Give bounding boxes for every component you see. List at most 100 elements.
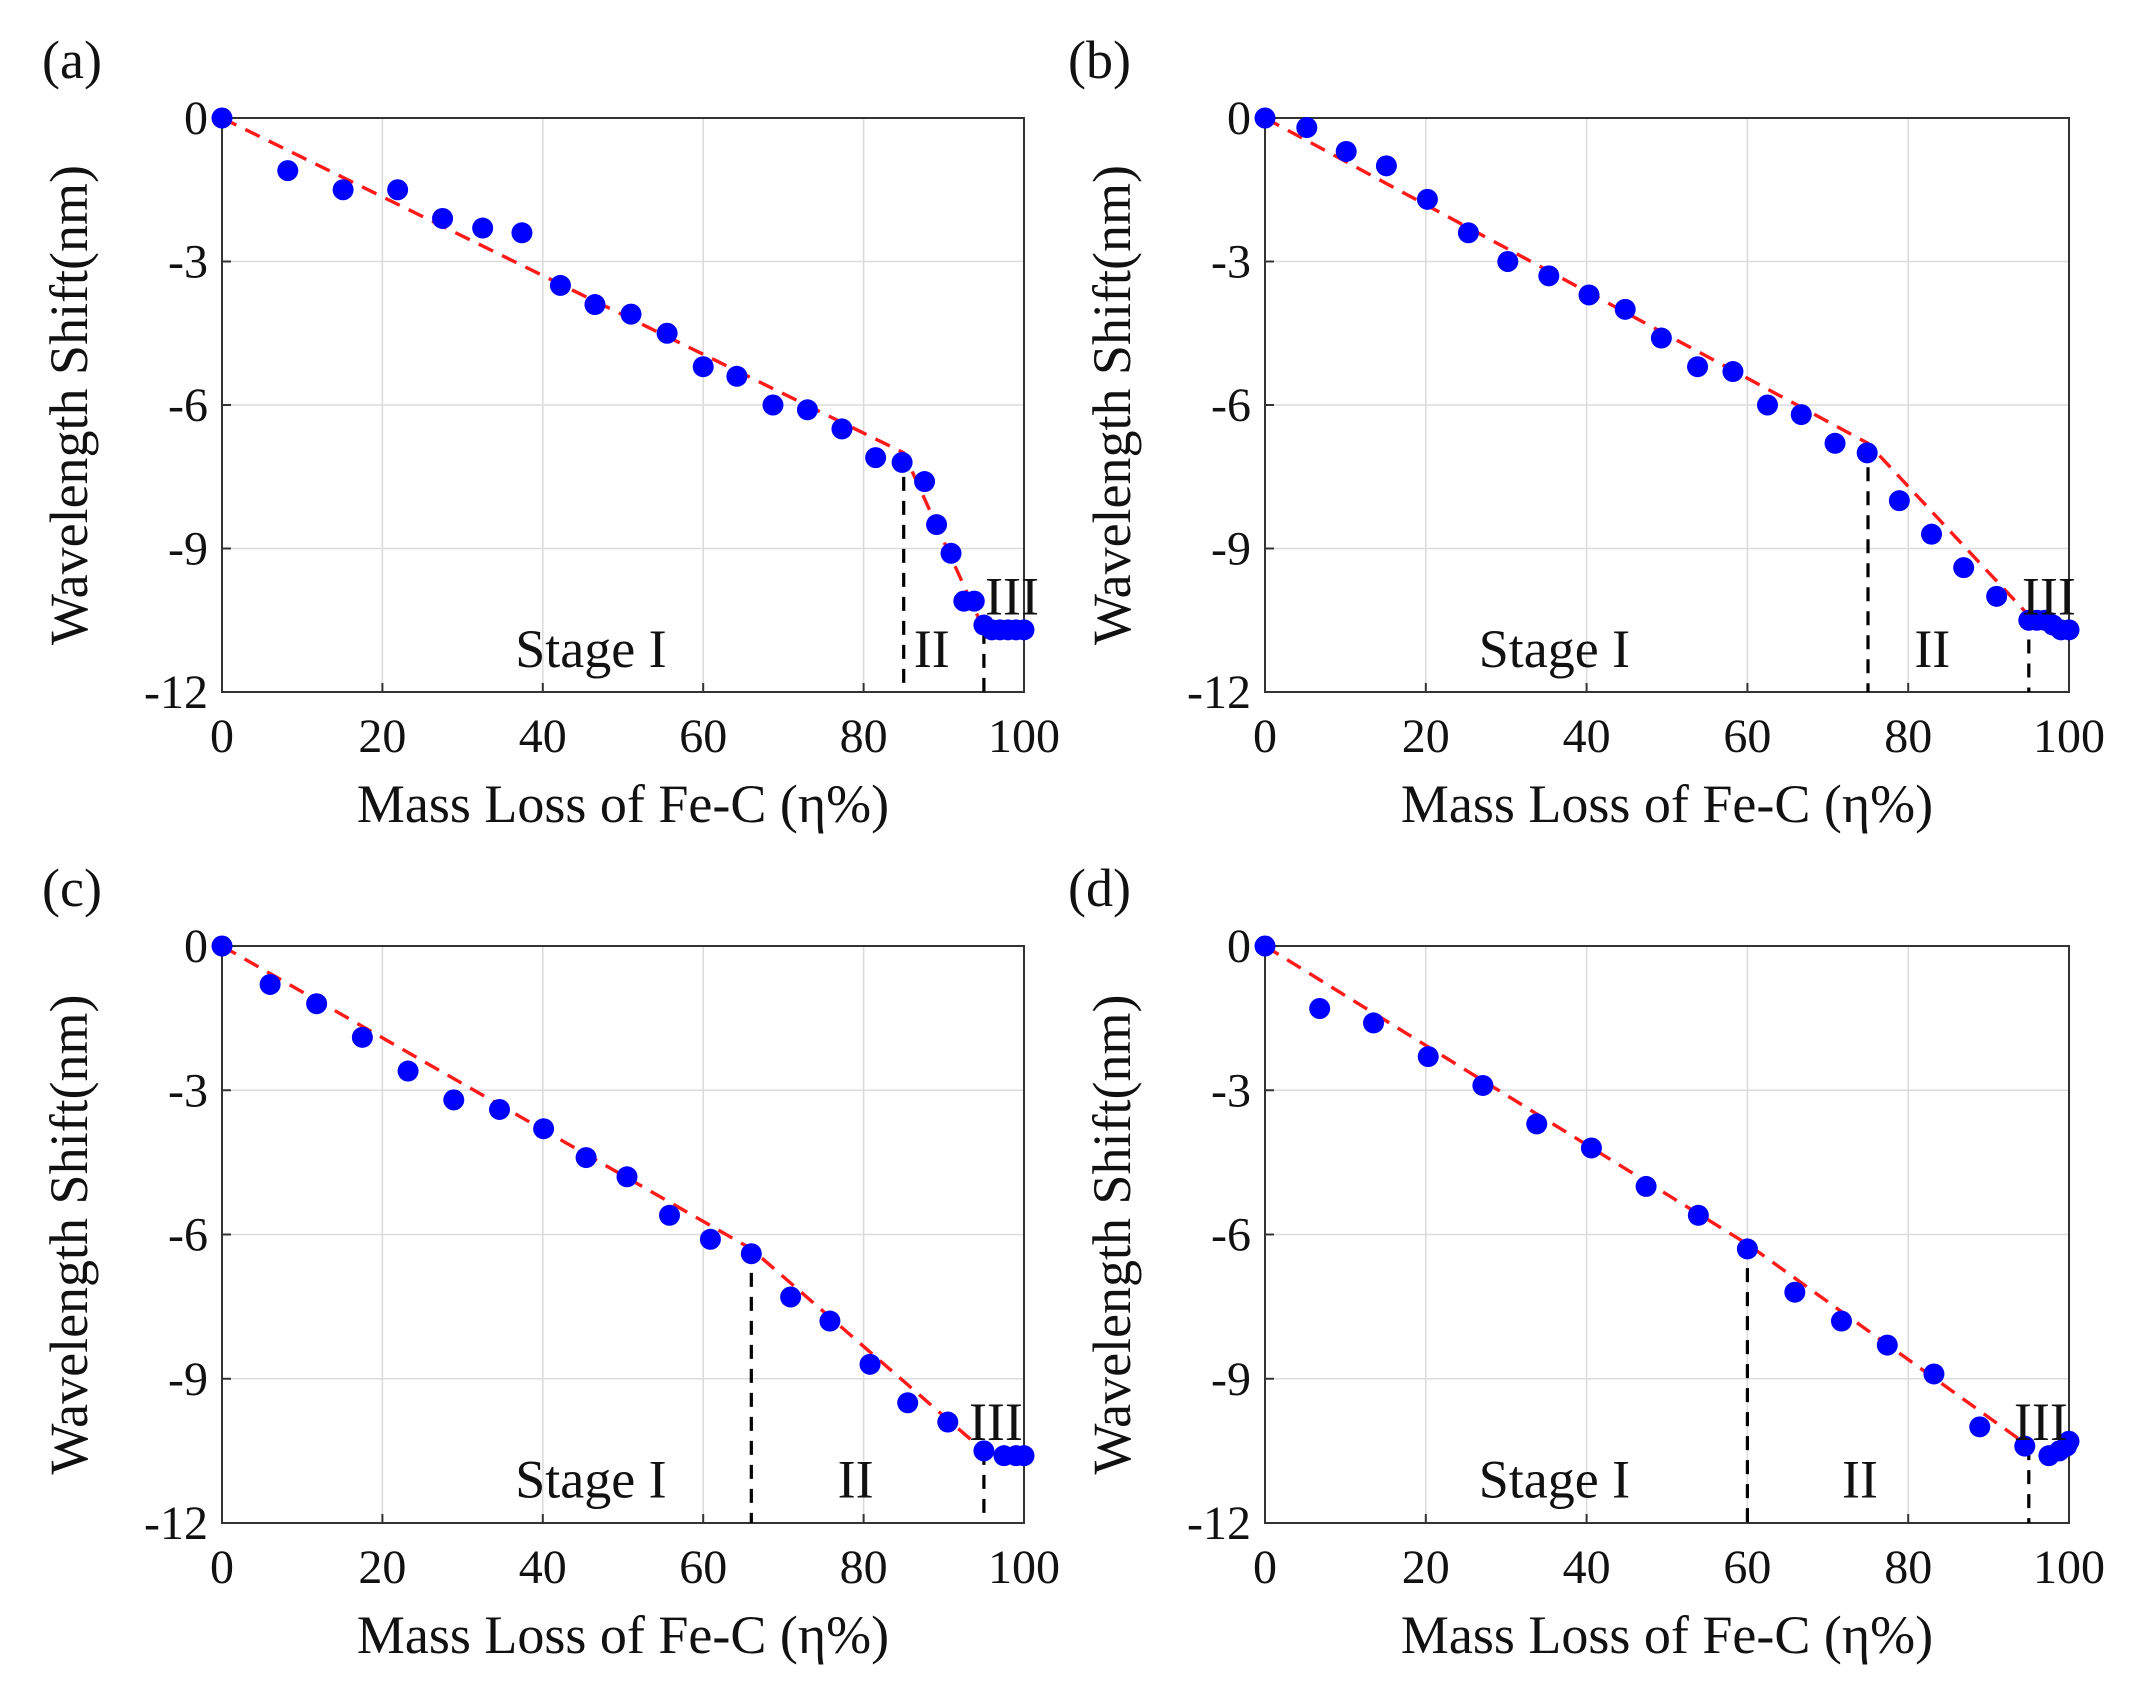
data-point: [397, 1060, 419, 1082]
stage-label: III: [985, 566, 1039, 626]
x-tick-label: 100: [988, 710, 1060, 763]
data-point: [211, 107, 233, 129]
y-tick-label: 0: [1227, 92, 1251, 145]
data-point: [1614, 298, 1636, 320]
data-point: [1526, 1113, 1548, 1135]
stage-label: II: [1842, 1450, 1878, 1510]
data-point: [1296, 117, 1318, 139]
data-point: [780, 1286, 802, 1308]
data-point: [332, 179, 354, 201]
data-point: [1830, 1310, 1852, 1332]
x-tick-label: 60: [679, 710, 727, 763]
data-point: [963, 590, 985, 612]
data-point: [616, 1166, 638, 1188]
x-tick-label: 20: [1402, 710, 1450, 763]
data-point: [1784, 1281, 1806, 1303]
data-point: [740, 1243, 762, 1265]
stage-label: Stage I: [515, 619, 666, 679]
x-tick-label: 80: [1884, 1541, 1932, 1594]
data-point: [306, 993, 328, 1015]
data-point: [819, 1310, 841, 1332]
data-point: [914, 471, 936, 493]
y-axis-label: Wavelength Shift(nm): [39, 165, 99, 645]
data-point: [891, 451, 913, 473]
x-tick-label: 20: [1402, 1541, 1450, 1594]
panel-b: (b) 0 20 40 60 80 100 0 -3 -6 -9 -12 Mass Loss of Fe…: [1068, 30, 2105, 834]
x-tick-label: 40: [1563, 1541, 1611, 1594]
data-point: [1687, 1204, 1709, 1226]
data-point: [1969, 1416, 1991, 1438]
y-tick-label: -6: [168, 1209, 208, 1262]
x-tick-label: 40: [519, 1541, 567, 1594]
data-point: [1375, 155, 1397, 177]
data-point: [656, 322, 678, 344]
data-point: [1497, 251, 1519, 272]
data-point: [1856, 442, 1878, 464]
data-point: [1736, 1238, 1758, 1260]
y-tick-label: -12: [144, 666, 208, 719]
x-tick-label: 0: [1253, 1541, 1277, 1594]
fit-line: [1264, 944, 2030, 1448]
data-point: [1416, 188, 1438, 210]
y-tick-label: -12: [1187, 1497, 1251, 1550]
panel-d: (d) 0 20 40 60 80 100 0 -3 -6 -9 -12 Mass Loss of Fe…: [1068, 858, 2105, 1665]
data-point: [897, 1392, 919, 1414]
x-tick-label: 0: [210, 710, 234, 763]
data-point: [2014, 1435, 2036, 1457]
x-axis-label: Mass Loss of Fe-C (η%): [357, 774, 889, 834]
stage-label: Stage I: [1479, 1450, 1630, 1510]
data-point: [1953, 557, 1975, 579]
data-point: [2058, 619, 2080, 641]
data-point: [1538, 265, 1560, 287]
data-point: [277, 160, 299, 182]
data-point: [1921, 523, 1943, 545]
data-point: [387, 179, 409, 201]
y-tick-label: -6: [1211, 1209, 1251, 1262]
x-tick-label: 100: [2033, 1541, 2105, 1594]
stage-label: II: [1914, 619, 1950, 679]
panel-label: (d): [1068, 858, 1131, 918]
stage-label: III: [2022, 566, 2076, 626]
data-point: [211, 935, 233, 957]
data-point: [692, 356, 714, 378]
data-point: [1876, 1334, 1898, 1356]
data-point: [259, 973, 281, 995]
y-tick-label: -12: [1187, 666, 1251, 719]
data-point: [1335, 140, 1357, 162]
data-point: [533, 1118, 555, 1140]
data-point: [937, 1411, 959, 1433]
y-tick-label: -9: [1211, 1353, 1251, 1406]
y-axis-label: Wavelength Shift(nm): [1082, 994, 1142, 1474]
y-tick-label: -9: [1211, 523, 1251, 576]
panel-label: (a): [42, 30, 102, 90]
fit-line: [221, 944, 986, 1453]
data-point: [1578, 284, 1600, 306]
x-tick-label: 60: [1723, 1541, 1771, 1594]
data-point: [926, 514, 948, 536]
data-point: [1650, 327, 1672, 349]
y-tick-label: 0: [184, 92, 208, 145]
y-tick-label: -3: [168, 1064, 208, 1117]
data-point: [831, 418, 853, 440]
data-point: [1013, 1445, 1035, 1467]
data-point: [865, 447, 887, 469]
y-tick-label: -6: [1211, 379, 1251, 432]
x-axis-label: Mass Loss of Fe-C (η%): [357, 1605, 889, 1665]
data-point: [1013, 619, 1035, 641]
data-point: [1687, 356, 1709, 378]
stage-label: II: [914, 619, 950, 679]
x-tick-label: 80: [840, 710, 888, 763]
data-point: [726, 365, 748, 387]
data-point: [511, 222, 533, 244]
x-axis-label: Mass Loss of Fe-C (η%): [1401, 1605, 1933, 1665]
data-point: [1986, 585, 2008, 607]
y-tick-label: -9: [168, 1353, 208, 1406]
data-point: [1757, 394, 1778, 416]
panel-a: (a) 0 20 40 60 80 100 0 -3 -6 -9 -12 Mass Loss of Fe…: [39, 30, 1060, 834]
x-tick-label: 60: [679, 1541, 727, 1594]
data-point: [549, 274, 571, 296]
x-tick-label: 100: [988, 1541, 1060, 1594]
data-point: [659, 1204, 681, 1226]
panel-label: (c): [42, 858, 102, 918]
x-tick-label: 80: [840, 1541, 888, 1594]
